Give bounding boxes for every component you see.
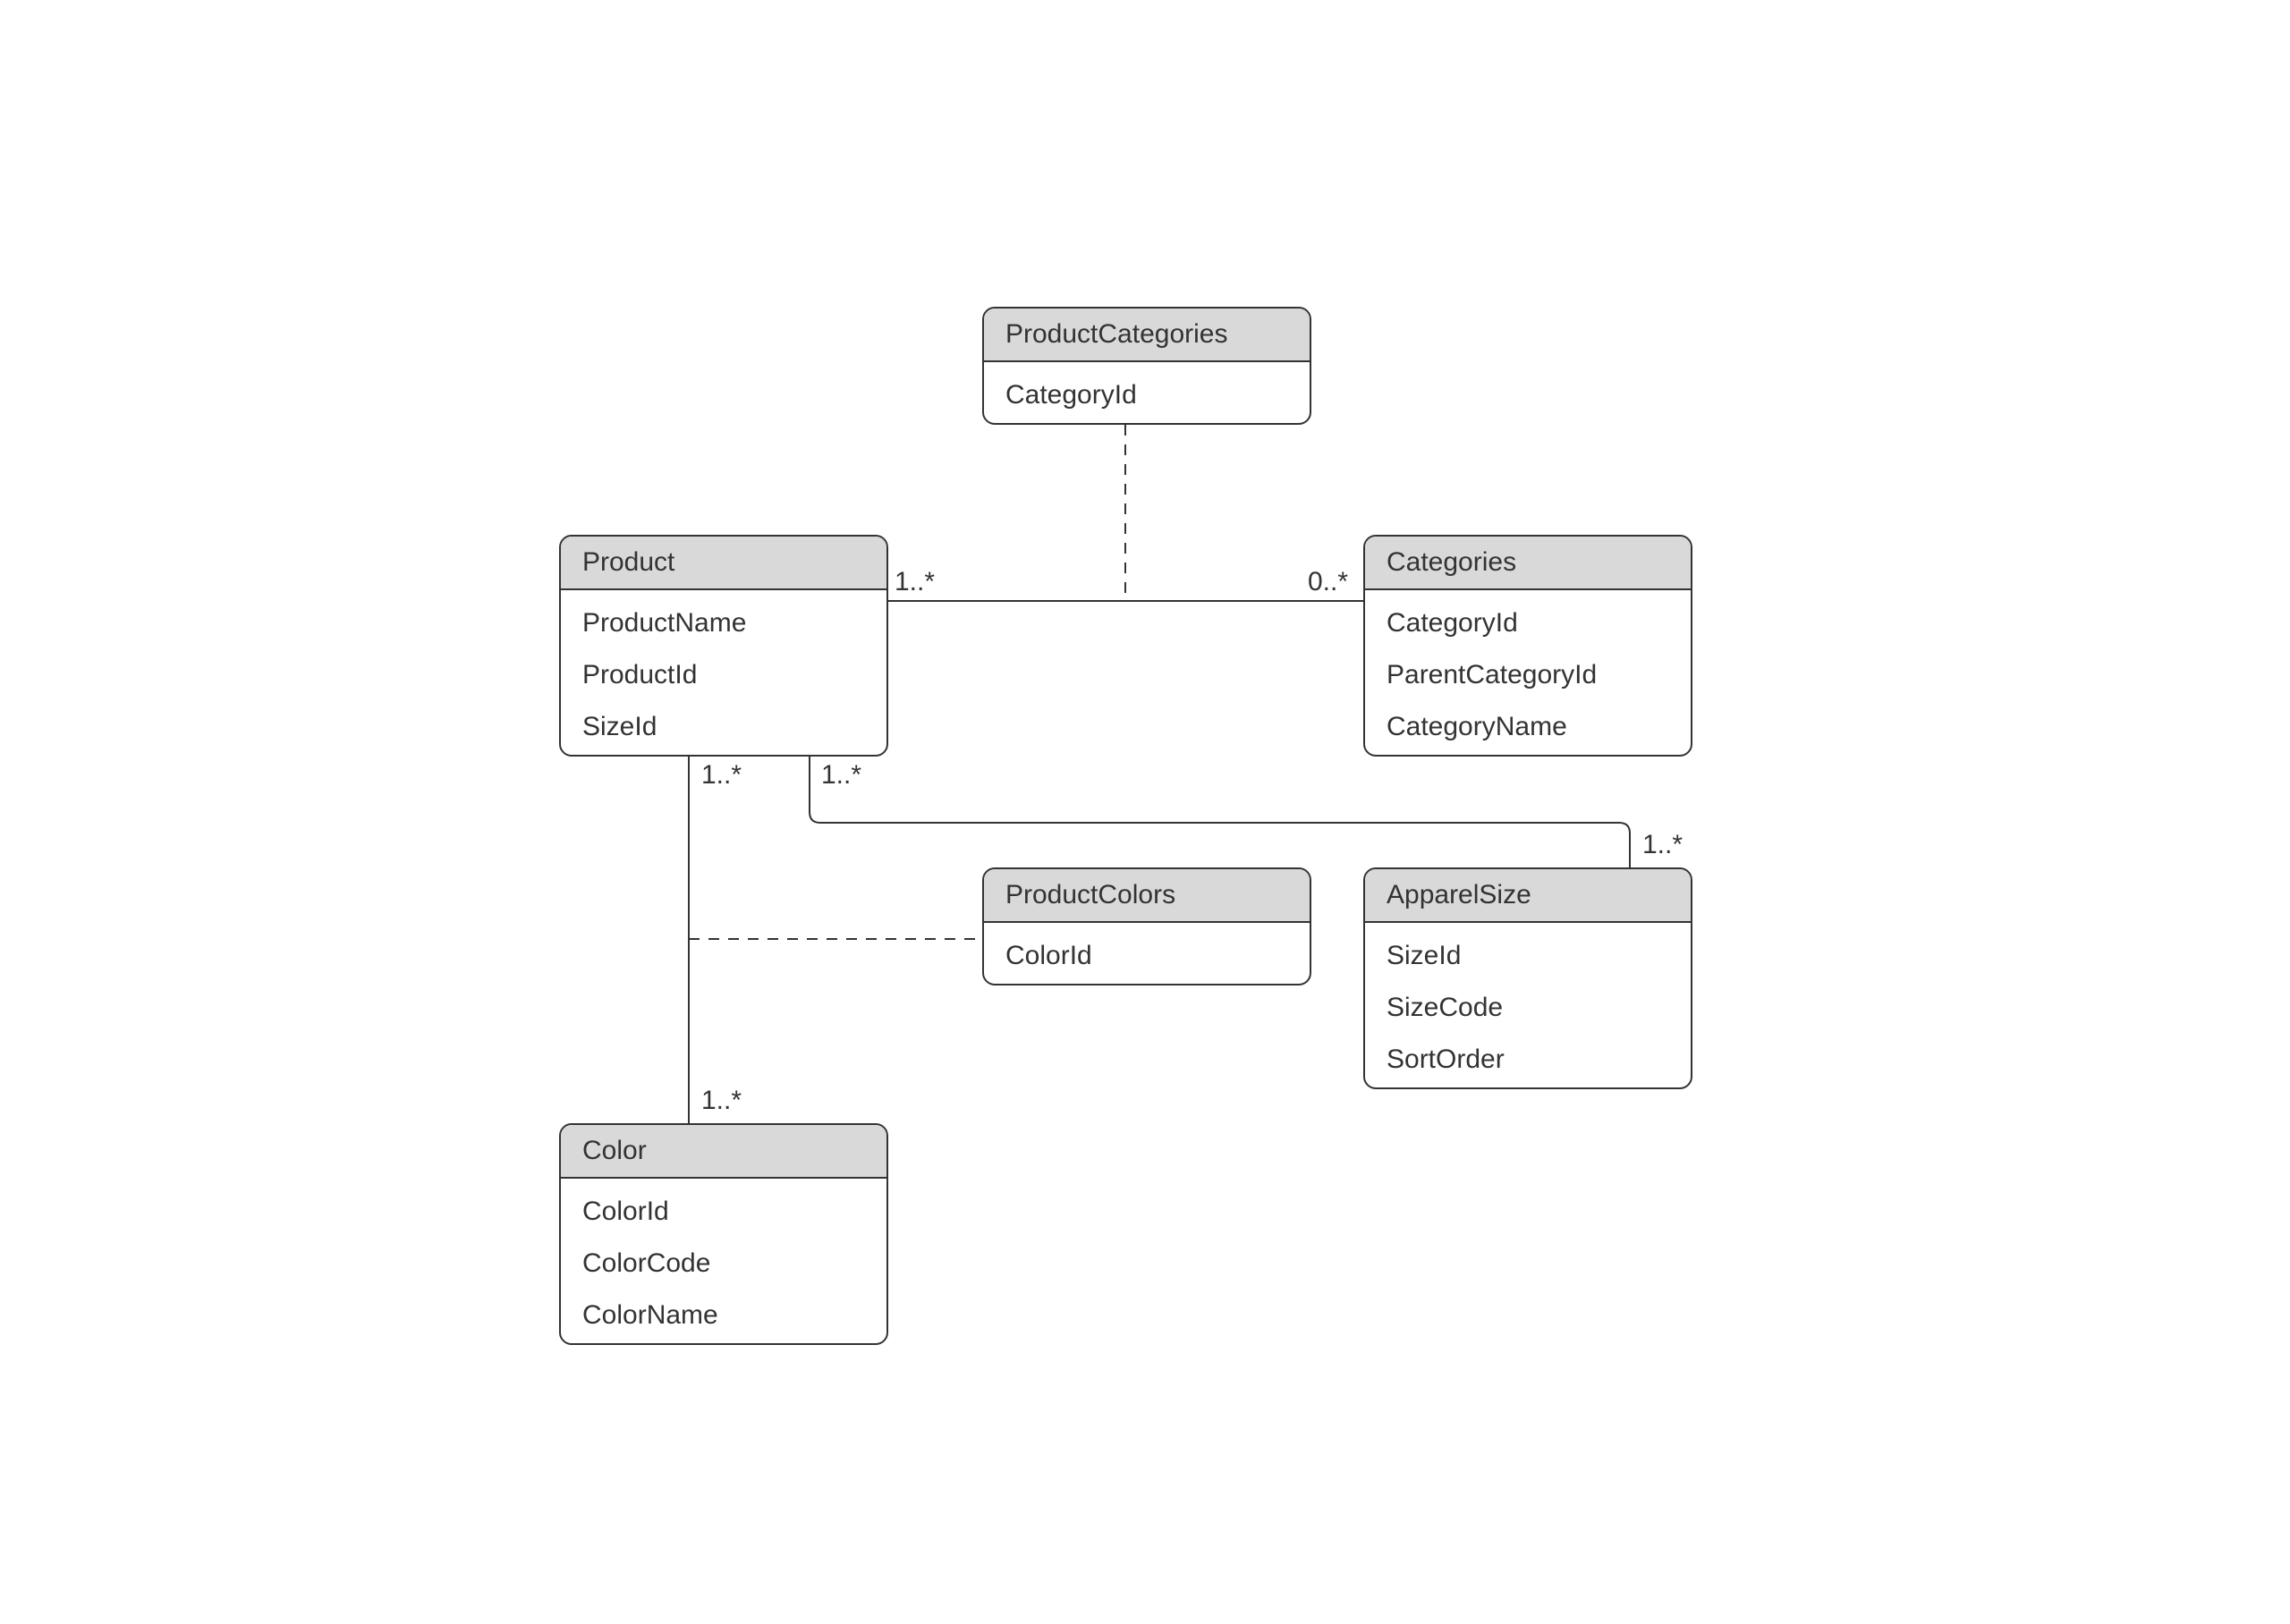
entity-body: ProductName ProductId SizeId [561, 590, 886, 757]
entity-categories: Categories CategoryId ParentCategoryId C… [1363, 535, 1692, 757]
edge-product-apparelsize [810, 757, 1630, 867]
entity-attr: ParentCategoryId [1387, 649, 1669, 701]
edges-layer [0, 0, 2290, 1624]
entity-attr: SizeId [1387, 930, 1669, 982]
entity-attr: ProductId [582, 649, 865, 701]
entity-body: SizeId SizeCode SortOrder [1365, 923, 1691, 1089]
entity-header: Color [561, 1125, 886, 1179]
entity-attr: CategoryId [1005, 369, 1288, 421]
entity-attr: ColorId [1005, 930, 1288, 982]
entity-attr: CategoryName [1387, 701, 1669, 753]
entity-body: ColorId [984, 923, 1310, 985]
diagram-canvas: ProductCategories CategoryId Product Pro… [0, 0, 2290, 1624]
entity-attr: ColorId [582, 1186, 865, 1238]
multiplicity-label: 1..* [701, 1086, 742, 1116]
multiplicity-label: 1..* [895, 567, 935, 597]
entity-product: Product ProductName ProductId SizeId [559, 535, 888, 757]
entity-attr: SortOrder [1387, 1034, 1669, 1086]
entity-attr: ColorCode [582, 1238, 865, 1290]
entity-color: Color ColorId ColorCode ColorName [559, 1123, 888, 1345]
entity-product-colors: ProductColors ColorId [982, 867, 1311, 985]
entity-product-categories: ProductCategories CategoryId [982, 307, 1311, 425]
multiplicity-label: 0..* [1308, 567, 1348, 597]
entity-header: Product [561, 537, 886, 590]
entity-attr: SizeCode [1387, 982, 1669, 1034]
entity-header: ProductColors [984, 869, 1310, 923]
entity-body: CategoryId ParentCategoryId CategoryName [1365, 590, 1691, 757]
entity-header: Categories [1365, 537, 1691, 590]
multiplicity-label: 1..* [701, 760, 742, 791]
entity-apparel-size: ApparelSize SizeId SizeCode SortOrder [1363, 867, 1692, 1089]
entity-body: ColorId ColorCode ColorName [561, 1179, 886, 1345]
entity-header: ApparelSize [1365, 869, 1691, 923]
entity-attr: ProductName [582, 597, 865, 649]
entity-attr: CategoryId [1387, 597, 1669, 649]
multiplicity-label: 1..* [821, 760, 861, 791]
entity-attr: SizeId [582, 701, 865, 753]
entity-attr: ColorName [582, 1290, 865, 1341]
multiplicity-label: 1..* [1642, 830, 1683, 860]
entity-header: ProductCategories [984, 309, 1310, 362]
entity-body: CategoryId [984, 362, 1310, 425]
